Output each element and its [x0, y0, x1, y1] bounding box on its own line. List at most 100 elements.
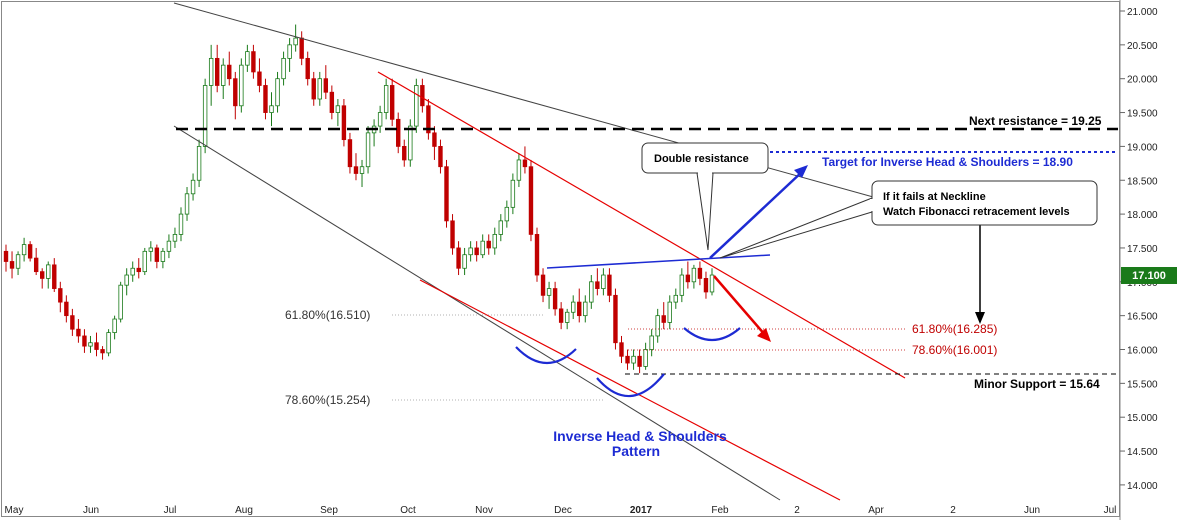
candle-body	[474, 247, 479, 256]
candle-body	[106, 332, 111, 354]
red-upper-channel	[377, 71, 906, 379]
candle-body	[269, 105, 274, 113]
y-tick-label: 18.000	[1127, 210, 1158, 221]
candle-body	[335, 105, 341, 113]
candle-body	[383, 85, 389, 113]
x-tick-label: Dec	[554, 505, 572, 516]
candle-body	[76, 328, 81, 337]
candle-body	[347, 139, 353, 168]
candle-body	[40, 271, 45, 279]
black-down-arrow	[975, 225, 985, 324]
candles-layer	[3, 24, 715, 374]
double-resistance-label: Double resistance	[654, 153, 749, 165]
candle-body	[214, 57, 220, 86]
candle-body	[353, 166, 359, 174]
candle-body	[317, 78, 322, 100]
candle-body	[540, 274, 546, 296]
candle-body	[70, 315, 75, 330]
candle-body	[281, 57, 286, 80]
red-down-arrow	[713, 275, 771, 342]
candle-body	[33, 257, 39, 273]
fib-78-right-label: 78.60%(16.001)	[912, 343, 997, 357]
candle-body	[679, 274, 685, 296]
candle-body	[184, 193, 190, 215]
y-tick-label: 15.500	[1127, 379, 1158, 390]
candle-body	[148, 247, 154, 252]
y-tick-label: 18.500	[1127, 176, 1158, 187]
y-tick-label: 15.000	[1127, 413, 1158, 424]
candle-body	[142, 250, 147, 273]
candle-body	[118, 284, 123, 320]
candle-body	[625, 355, 630, 364]
candle-body	[402, 145, 407, 161]
last-price-value: 17.100	[1132, 270, 1166, 282]
candle-body	[341, 105, 347, 141]
candle-body	[571, 301, 576, 313]
candle-body	[492, 234, 497, 249]
candle-body	[631, 355, 636, 364]
x-tick-label: Jun	[1024, 505, 1040, 516]
candle-body	[522, 159, 528, 168]
left-shoulder-curve	[515, 346, 577, 365]
candle-body	[691, 267, 697, 283]
fails-label-line2: Watch Fibonacci retracement levels	[883, 206, 1070, 218]
fib-61-left-label: 61.80%(16.510)	[285, 308, 370, 322]
candle-body	[15, 254, 21, 269]
candle-body	[673, 294, 678, 303]
candle-body	[293, 37, 298, 46]
candle-body	[667, 301, 672, 323]
candle-body	[311, 78, 316, 100]
candle-body	[613, 294, 618, 344]
candle-body	[365, 132, 371, 168]
pattern-label-line1: Inverse Head & Shoulders	[553, 428, 727, 444]
candle-body	[88, 342, 93, 347]
x-tick-label: 2	[950, 505, 956, 516]
candle-body	[190, 179, 196, 195]
y-tick-label: 20.000	[1127, 75, 1158, 86]
x-tick-label: Sep	[320, 505, 338, 516]
x-tick-label: Jul	[164, 505, 177, 516]
x-tick-label: Nov	[475, 505, 493, 516]
candle-body	[172, 234, 178, 242]
candle-body	[607, 274, 612, 296]
head-curve	[596, 373, 665, 398]
candle-body	[661, 315, 666, 323]
y-tick-label: 16.500	[1127, 312, 1158, 323]
candle-body	[546, 288, 552, 296]
price-axis: 21.000 20.500 20.000 19.500 19.000 18.500 18.0…	[1120, 7, 1158, 492]
candle-body	[208, 57, 214, 86]
candle-body	[480, 240, 485, 256]
x-tick-label: May	[5, 505, 24, 516]
fib-78-left-label: 78.60%(15.254)	[285, 393, 370, 407]
candle-body	[450, 220, 455, 249]
candle-body	[239, 64, 244, 107]
candle-body	[444, 166, 449, 222]
double-resistance-callout	[641, 142, 769, 251]
candle-body	[432, 132, 437, 147]
candle-body	[3, 250, 9, 262]
blue-target-arrow	[709, 165, 808, 259]
last-price-badge: 17.100	[1121, 267, 1177, 284]
candle-body	[420, 85, 425, 107]
right-shoulder-curve	[683, 327, 741, 341]
y-tick-label: 20.500	[1127, 41, 1158, 52]
candle-body	[703, 278, 709, 293]
candle-body	[245, 51, 250, 66]
candle-body	[130, 267, 135, 276]
y-tick-label: 14.500	[1127, 447, 1158, 458]
fib-61-right-label: 61.80%(16.285)	[912, 322, 997, 336]
candle-body	[196, 145, 202, 181]
candle-body	[112, 318, 117, 333]
candle-body	[46, 264, 51, 279]
candle-body	[27, 244, 33, 259]
candle-body	[414, 85, 419, 127]
x-tick-label: Oct	[400, 505, 416, 516]
candle-body	[94, 342, 99, 350]
candle-body	[9, 261, 15, 269]
candle-body	[305, 57, 310, 80]
candle-body	[595, 281, 600, 289]
candle-body	[619, 342, 624, 357]
candle-body	[601, 274, 606, 289]
